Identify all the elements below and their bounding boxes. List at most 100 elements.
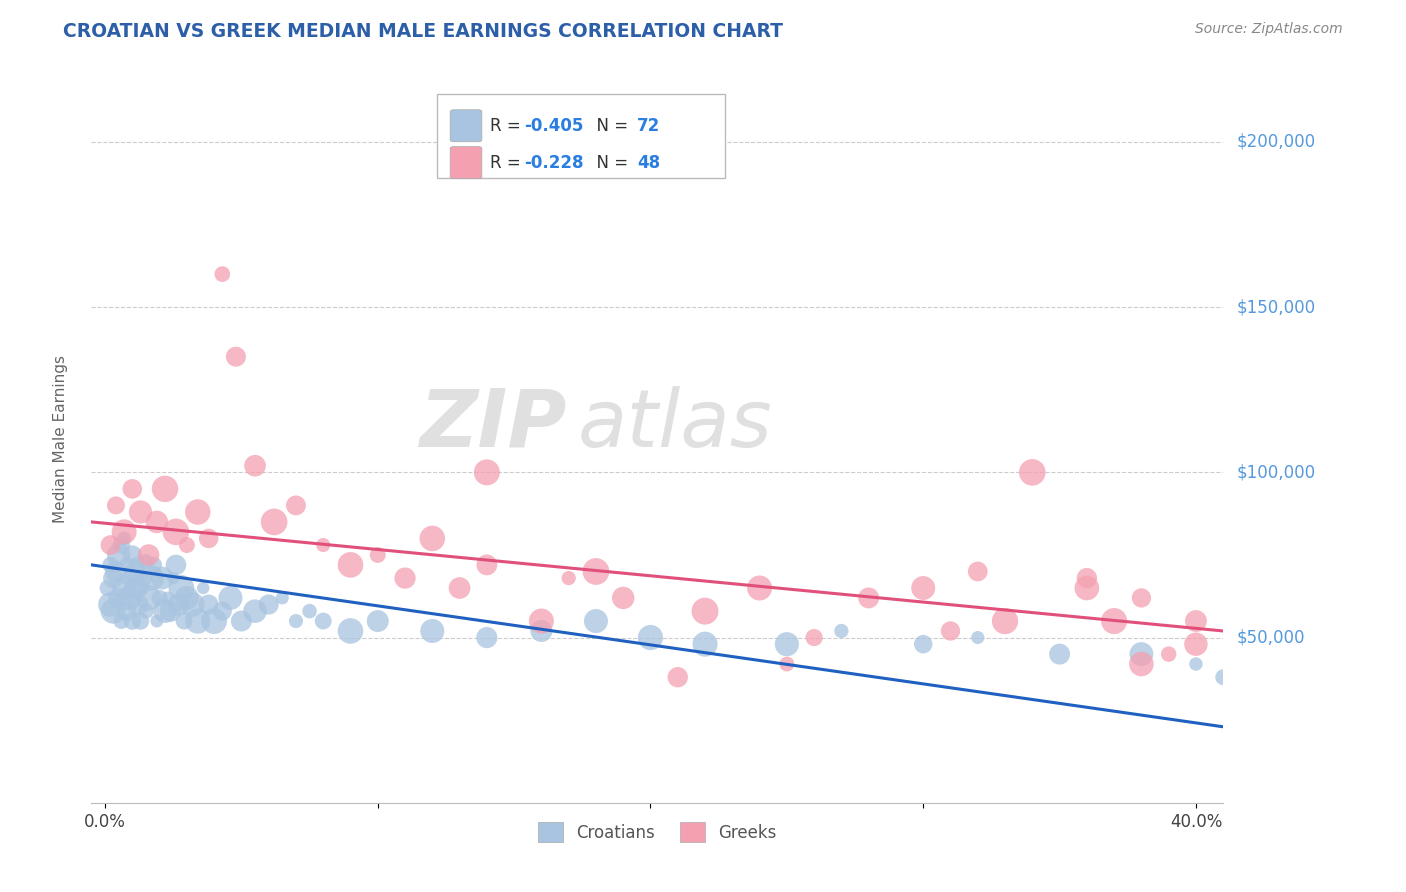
Point [298, 604, 321, 618]
Point [284, 614, 307, 628]
Point [693, 604, 716, 618]
Point [129, 581, 152, 595]
Text: CROATIAN VS GREEK MEDIAN MALE EARNINGS CORRELATION CHART: CROATIAN VS GREEK MEDIAN MALE EARNINGS C… [63, 22, 783, 41]
Point [153, 482, 176, 496]
Point [104, 565, 127, 579]
FancyBboxPatch shape [450, 146, 482, 178]
Point [159, 604, 181, 618]
Point [187, 614, 209, 628]
Point [143, 558, 166, 572]
Point [211, 604, 233, 618]
Point [1102, 614, 1125, 628]
Point [231, 614, 253, 628]
Point [475, 631, 498, 645]
Text: R =: R = [489, 153, 526, 171]
Point [100, 558, 122, 572]
Point [135, 555, 157, 569]
Point [243, 458, 266, 473]
Point [1130, 657, 1153, 671]
Point [420, 532, 443, 546]
Point [138, 548, 160, 562]
Point [243, 604, 266, 618]
Point [124, 565, 146, 579]
Point [197, 532, 219, 546]
Point [100, 538, 122, 552]
Point [394, 571, 416, 585]
Point [858, 591, 880, 605]
Point [110, 538, 132, 552]
Text: ZIP: ZIP [419, 385, 567, 464]
Point [1076, 581, 1098, 595]
Point [181, 598, 204, 612]
Point [225, 350, 247, 364]
Point [167, 598, 190, 612]
FancyBboxPatch shape [450, 110, 482, 142]
Point [1021, 466, 1043, 480]
Point [127, 558, 149, 572]
Point [693, 637, 716, 651]
Point [187, 505, 209, 519]
Point [994, 614, 1017, 628]
Point [475, 558, 498, 572]
Point [165, 558, 187, 572]
Point [173, 614, 195, 628]
Point [193, 581, 215, 595]
Point [135, 604, 157, 618]
Point [1076, 571, 1098, 585]
Point [153, 604, 176, 618]
Point [132, 571, 155, 585]
Point [257, 598, 280, 612]
Point [176, 591, 198, 605]
Point [1212, 670, 1234, 684]
Point [640, 631, 662, 645]
Point [530, 624, 553, 638]
Point [263, 515, 285, 529]
Point [148, 591, 170, 605]
Text: Source: ZipAtlas.com: Source: ZipAtlas.com [1195, 22, 1343, 37]
Point [141, 571, 163, 585]
Text: -0.228: -0.228 [524, 153, 583, 171]
Point [211, 267, 233, 281]
Point [612, 591, 634, 605]
Point [110, 614, 132, 628]
Point [312, 538, 335, 552]
Point [97, 581, 120, 595]
Point [138, 591, 160, 605]
Text: atlas: atlas [578, 385, 773, 464]
Point [150, 571, 173, 585]
Point [219, 591, 242, 605]
Point [830, 624, 852, 638]
Point [748, 581, 770, 595]
Point [103, 571, 125, 585]
Point [449, 581, 471, 595]
Point [284, 499, 307, 513]
Y-axis label: Median Male Earnings: Median Male Earnings [53, 355, 67, 524]
Point [118, 591, 141, 605]
Point [1130, 647, 1153, 661]
Text: $100,000: $100,000 [1237, 463, 1316, 482]
Point [1130, 591, 1153, 605]
Point [107, 548, 129, 562]
Point [557, 571, 579, 585]
Point [118, 571, 141, 585]
Point [103, 604, 125, 618]
Point [367, 614, 389, 628]
Point [115, 604, 138, 618]
Text: N =: N = [586, 153, 633, 171]
Point [121, 548, 143, 562]
Point [1049, 647, 1071, 661]
Point [176, 538, 198, 552]
Point [912, 637, 935, 651]
Point [124, 581, 146, 595]
Point [165, 524, 187, 539]
Point [1185, 614, 1208, 628]
Text: $200,000: $200,000 [1237, 133, 1316, 151]
Point [107, 591, 129, 605]
Point [121, 614, 143, 628]
Point [912, 581, 935, 595]
Point [100, 598, 122, 612]
Text: -0.405: -0.405 [524, 117, 583, 135]
Point [170, 581, 193, 595]
Text: 72: 72 [637, 117, 661, 135]
Point [475, 466, 498, 480]
